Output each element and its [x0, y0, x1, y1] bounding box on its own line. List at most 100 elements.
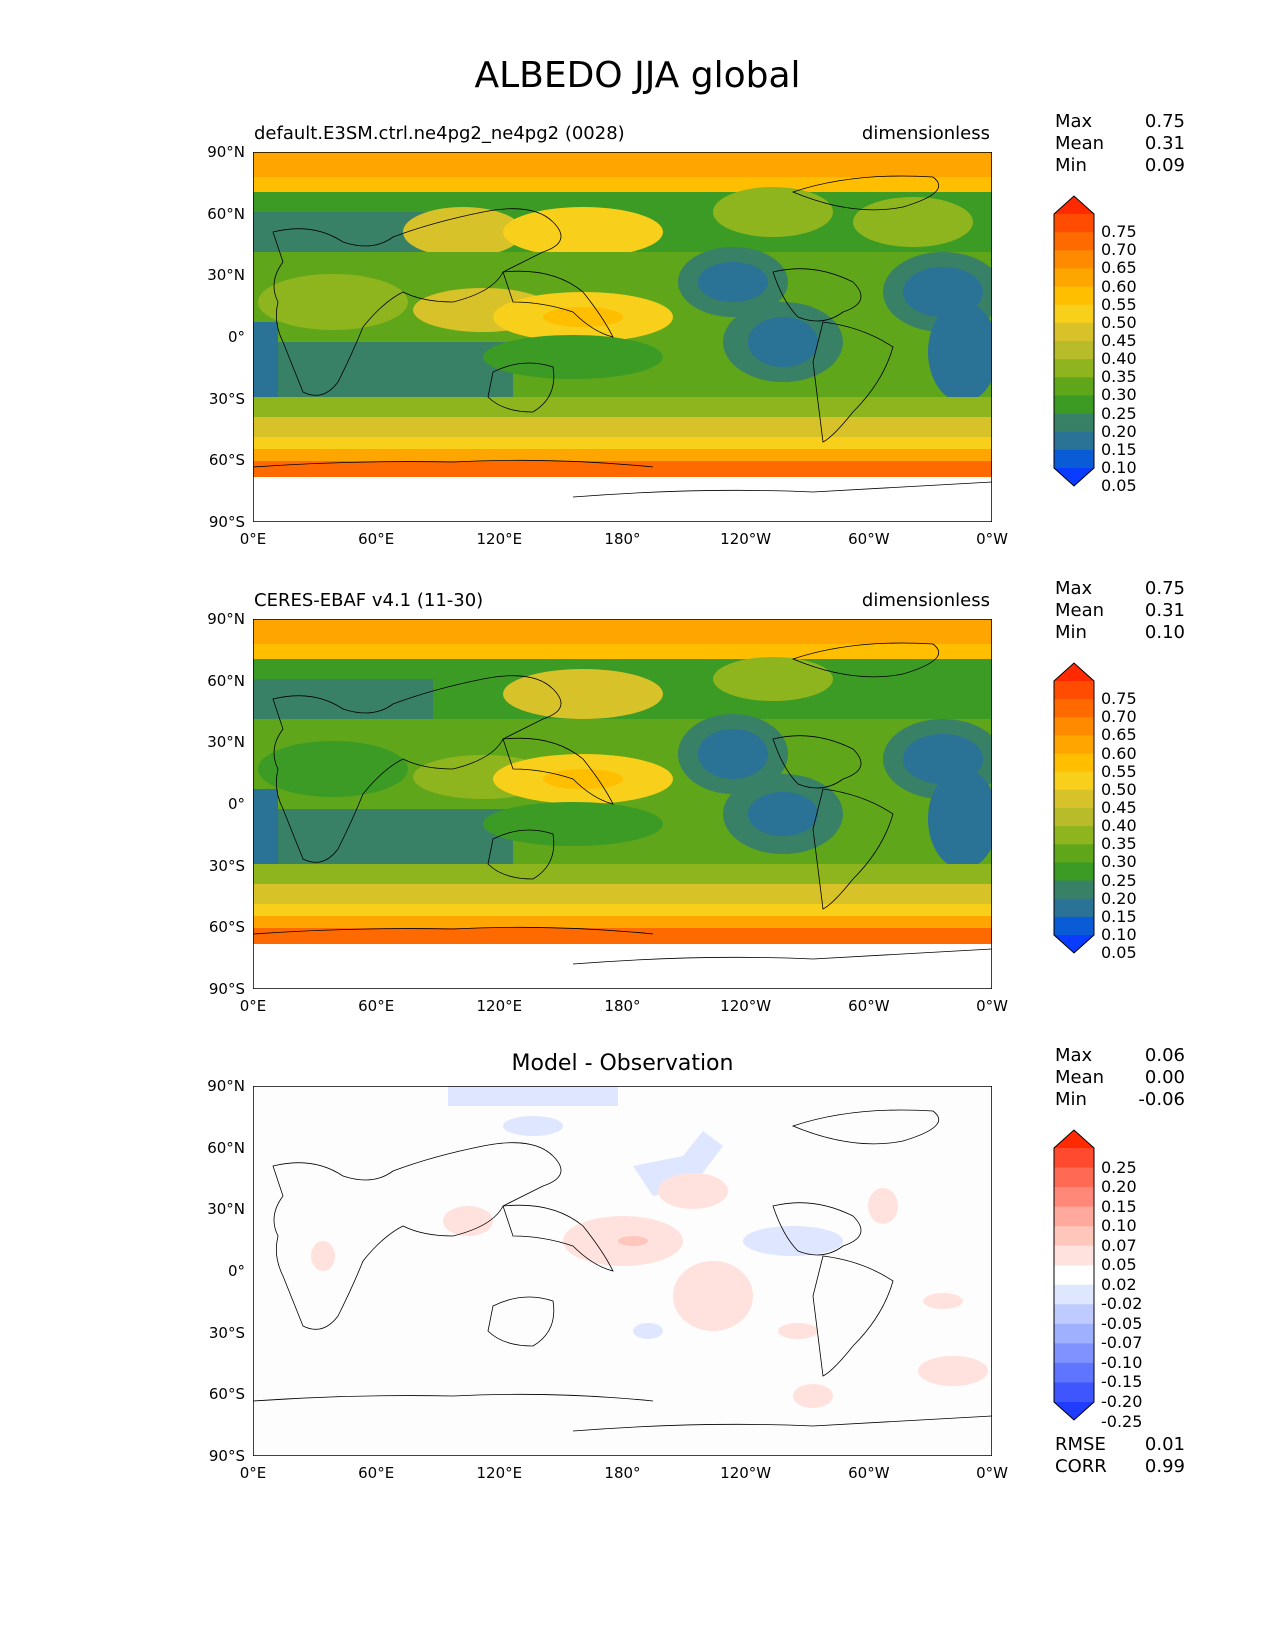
- stat-key: Max: [1055, 1045, 1093, 1066]
- stat-key: Max: [1055, 578, 1093, 599]
- colorbar-tick-label: 0.05: [1101, 476, 1137, 496]
- colorbar: 0.25 0.20 0.15 0.10 0.07 0.05 0.02 -0.02 -0.05 -0…: [1053, 1129, 1142, 1429]
- figure-title: ALBEDO JJA global: [474, 55, 801, 96]
- colorbar-tick-label: 0.60: [1101, 743, 1137, 763]
- lat-tick-label: 90°N: [207, 143, 245, 161]
- stat-value: 0.75: [1144, 578, 1185, 599]
- colorbar-tick-label: 0.60: [1101, 276, 1137, 296]
- lat-tick-label: 60°N: [207, 671, 245, 690]
- colorbar-tick-label: 0.45: [1101, 331, 1137, 350]
- colorbar-tick-label: 0.30: [1101, 852, 1137, 872]
- colorbar-tick-label: 0.30: [1101, 385, 1137, 405]
- colorbar-graphic: [1053, 195, 1095, 487]
- stat-key: Mean: [1055, 600, 1105, 621]
- lon-tick-label: 180°: [604, 1464, 641, 1482]
- stat-value: 0.06: [1144, 1045, 1185, 1066]
- colorbar-tick-label: 0.50: [1101, 312, 1137, 332]
- stat-value: 0.09: [1144, 155, 1185, 176]
- panel-model: default.E3SM.ctrl.ne4pg2_ne4pg2 (0028) d…: [0, 111, 1275, 585]
- stat-row: Min 0.10: [1055, 622, 1185, 644]
- colorbar-tick-label: 0.35: [1101, 834, 1137, 854]
- lon-tick-label: 60°W: [848, 530, 890, 548]
- colorbar: 0.75 0.70 0.65 0.60 0.55 0.50 0.45 0.40 0.35 0.30…: [1053, 195, 1137, 494]
- lat-tick-label: 90°N: [207, 1077, 245, 1095]
- lat-tick-label: 0°: [227, 1262, 245, 1280]
- lon-tick-label: 60°E: [358, 1464, 395, 1482]
- lon-tick-label: 120°W: [720, 997, 772, 1015]
- stat-key: Mean: [1055, 1067, 1105, 1088]
- lat-tick-label: 60°S: [208, 451, 245, 470]
- lon-tick-label: 120°E: [476, 997, 523, 1015]
- lat-tick-label: 30°N: [207, 733, 245, 752]
- colorbar: 0.75 0.70 0.65 0.60 0.55 0.50 0.45 0.40 0.35 0.30…: [1053, 662, 1137, 961]
- colorbar-tick-label: 0.20: [1101, 888, 1137, 908]
- colorbar-tick-label: 0.65: [1101, 258, 1137, 278]
- lon-tick-label: 120°W: [720, 1464, 772, 1482]
- stat-row: Min -0.06: [1055, 1089, 1185, 1111]
- lon-tick-label: 0°E: [239, 997, 267, 1015]
- lon-tick-label: 0°E: [239, 530, 267, 548]
- colorbar-tick-label: 0.25: [1101, 1157, 1137, 1177]
- stat-key: Min: [1055, 1089, 1087, 1110]
- stat-value: 0.00: [1144, 1067, 1185, 1088]
- lon-tick-label: 120°E: [476, 530, 523, 548]
- colorbar-tick-label: 0.75: [1101, 689, 1137, 709]
- panel-left-label: CERES-EBAF v4.1 (11-30): [254, 590, 484, 611]
- colorbar-tick-label: -0.10: [1101, 1352, 1143, 1372]
- stat-row: Max 0.75: [1055, 578, 1185, 600]
- lat-tick-label: 60°N: [207, 204, 245, 223]
- stat-value: 0.01: [1144, 1434, 1185, 1455]
- lon-tick-label: 60°W: [848, 997, 890, 1015]
- panel-units-label: dimensionless: [861, 590, 990, 611]
- colorbar-tick-label: 0.75: [1101, 222, 1137, 242]
- stat-key: Mean: [1055, 133, 1105, 154]
- lat-tick-label: 90°S: [208, 1447, 245, 1465]
- colorbar-tick-label: 0.35: [1101, 367, 1137, 387]
- lon-tick-label: 0°W: [976, 530, 1008, 548]
- lat-tick-label: 30°N: [207, 1200, 245, 1219]
- colorbar-tick-label: 0.55: [1101, 761, 1137, 781]
- stat-value: -0.06: [1138, 1089, 1185, 1110]
- colorbar-tick-label: -0.02: [1101, 1294, 1143, 1314]
- lon-tick-label: 0°W: [976, 997, 1008, 1015]
- stat-value: 0.75: [1144, 111, 1185, 132]
- stats-box: Max 0.06 Mean 0.00 Min -0.06: [1055, 1045, 1185, 1111]
- stat-value: 0.10: [1144, 622, 1185, 643]
- colorbar-tick-label: 0.40: [1101, 816, 1137, 836]
- panel-center-label: Model - Observation: [511, 1051, 734, 1076]
- stat-value: 0.31: [1144, 133, 1185, 154]
- lon-tick-label: 180°: [604, 997, 641, 1015]
- colorbar-tick-label: -0.20: [1101, 1392, 1143, 1411]
- colorbar-tick-label: -0.07: [1101, 1333, 1143, 1353]
- lat-tick-label: 60°N: [207, 1138, 245, 1157]
- lat-tick-label: 30°S: [208, 1323, 245, 1342]
- lat-tick-label: 90°S: [208, 513, 245, 531]
- lon-tick-label: 120°W: [720, 530, 772, 548]
- colorbar-tick-label: 0.15: [1101, 1196, 1137, 1216]
- lat-tick-label: 0°: [227, 795, 245, 813]
- lat-tick-label: 60°S: [208, 918, 245, 937]
- colorbar-tick-label: 0.15: [1101, 906, 1137, 926]
- stat-row: Min 0.09: [1055, 155, 1185, 177]
- colorbar-tick-label: 0.70: [1101, 707, 1137, 727]
- lon-tick-label: 0°W: [976, 1464, 1008, 1482]
- panel-left-label: default.E3SM.ctrl.ne4pg2_ne4pg2 (0028): [254, 123, 625, 144]
- colorbar-tick-label: 0.40: [1101, 349, 1137, 369]
- map-observation: [253, 619, 992, 989]
- stat-row: Mean 0.31: [1055, 133, 1185, 155]
- lat-tick-label: 90°S: [208, 980, 245, 998]
- stat-row: Max 0.75: [1055, 111, 1185, 133]
- colorbar-tick-label: 0.45: [1101, 798, 1137, 817]
- colorbar-tick-label: 0.55: [1101, 294, 1137, 314]
- lon-tick-label: 0°E: [239, 1464, 267, 1482]
- map-difference: [253, 1086, 992, 1456]
- lon-tick-label: 60°E: [358, 997, 395, 1015]
- stat-value: 0.31: [1144, 600, 1185, 621]
- lon-tick-label: 60°E: [358, 530, 395, 548]
- colorbar-tick-label: 0.25: [1101, 403, 1137, 423]
- colorbar-tick-label: 0.20: [1101, 421, 1137, 441]
- colorbar-tick-label: -0.15: [1101, 1372, 1143, 1392]
- panel-units-label: dimensionless: [861, 123, 990, 144]
- stat-value: 0.99: [1144, 1456, 1185, 1477]
- stats-box: Max 0.75 Mean 0.31 Min 0.09: [1055, 111, 1185, 177]
